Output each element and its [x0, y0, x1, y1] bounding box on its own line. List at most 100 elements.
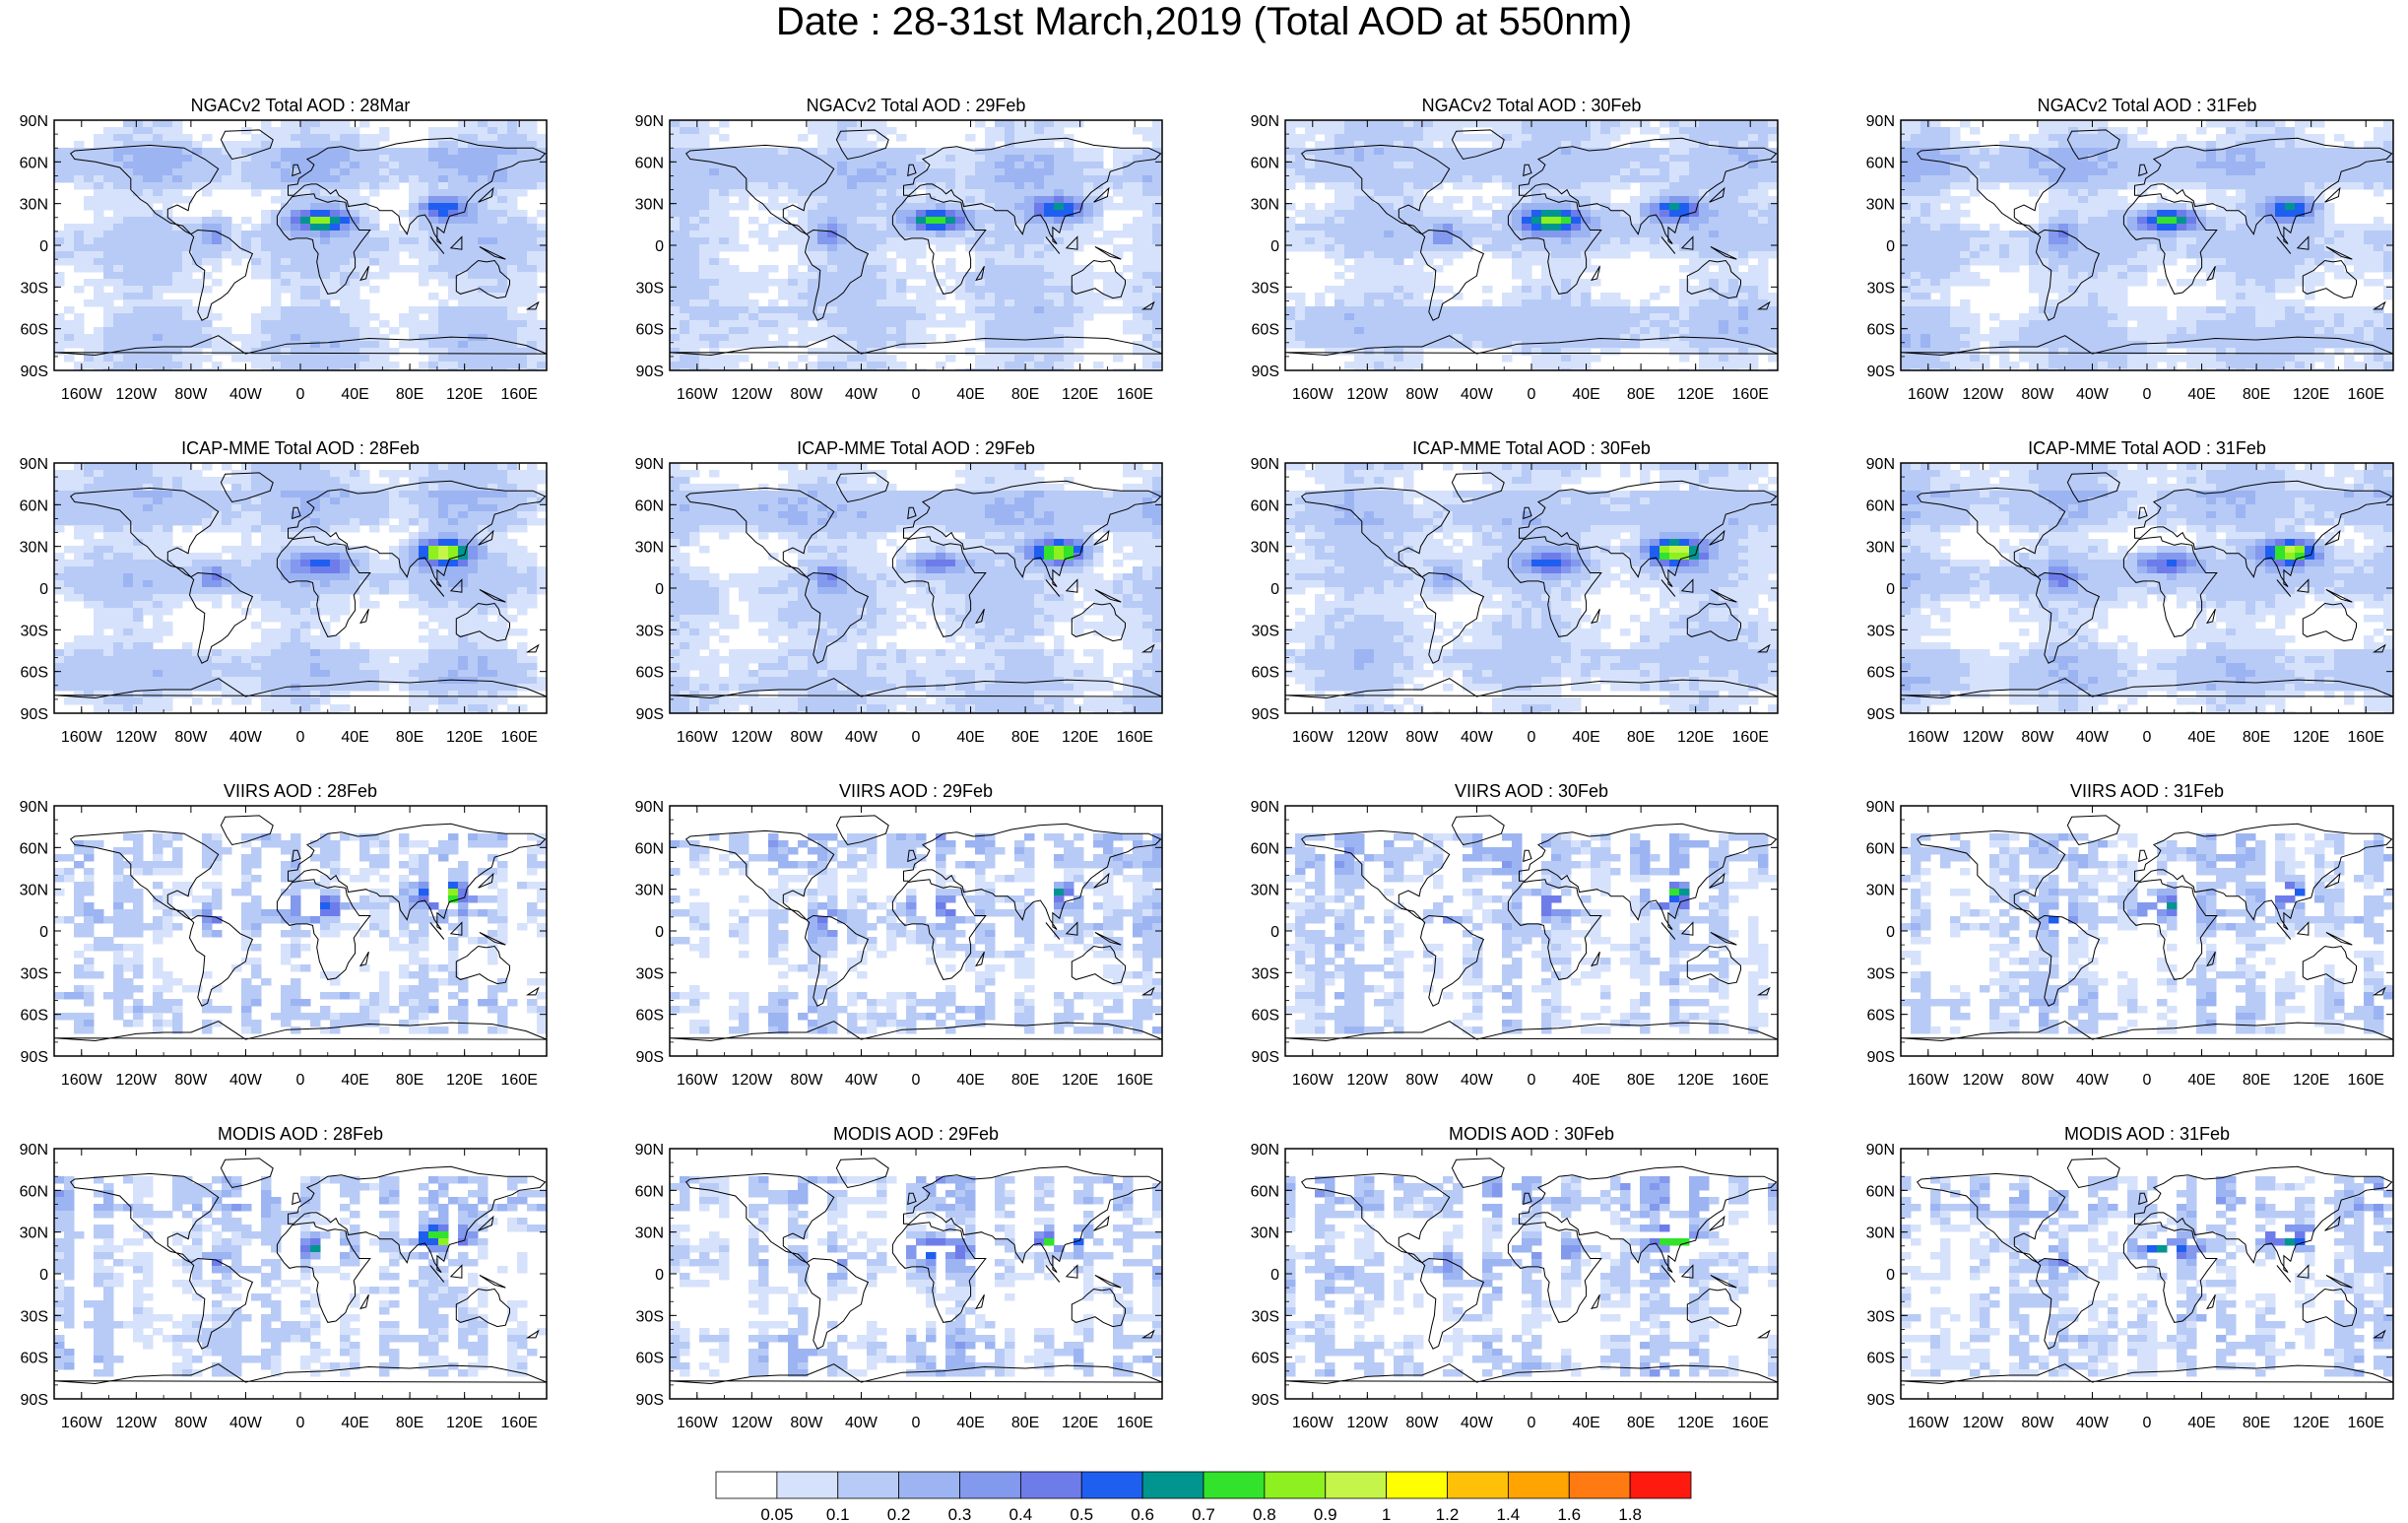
colorbar-swatch: [1325, 1471, 1388, 1499]
y-tick-label: 30S: [21, 1308, 48, 1325]
aod-field: [1285, 463, 1778, 713]
y-tick-label: 60S: [21, 1351, 48, 1367]
x-tick-label: 40E: [1572, 386, 1599, 403]
y-tick-label: 60N: [1866, 840, 1895, 857]
x-tick-label: 0: [912, 1415, 921, 1431]
x-tick-label: 0: [2143, 729, 2152, 746]
y-tick-label: 60N: [1251, 155, 1279, 171]
x-tick-label: 120E: [1062, 729, 1098, 746]
y-tick-label: 60N: [20, 1183, 48, 1200]
page-title: Date : 28-31st March,2019 (Total AOD at …: [775, 0, 1633, 43]
y-tick-label: 90N: [1251, 799, 1279, 816]
y-tick-label: 60N: [20, 497, 48, 514]
y-tick-label: 0: [1270, 924, 1279, 941]
x-tick-label: 0: [1528, 729, 1536, 746]
x-tick-label: 40E: [341, 386, 368, 403]
map-panel-icap-1: ICAP-MME Total AOD : 28Feb 90N 60N 30N 0 30S 6…: [20, 438, 548, 746]
y-tick-label: 90S: [636, 1392, 664, 1409]
x-tick-label: 0: [912, 1072, 921, 1089]
aod-field: [54, 120, 547, 370]
colorbar-swatch: [1264, 1471, 1327, 1499]
y-tick-label: 90S: [1867, 1049, 1895, 1066]
map-panel-viirs-3: VIIRS AOD : 30Feb 90N 60N 30N 0 30S 60S 90S 160W…: [1251, 781, 1779, 1089]
panel-title: NGACv2 Total AOD : 30Feb: [1422, 96, 1642, 115]
y-tick-label: 60S: [1252, 322, 1279, 339]
map-panel-ngac-3: NGACv2 Total AOD : 30Feb 90N 60N 30N 0 30S 60S…: [1251, 96, 1779, 403]
y-tick-label: 90S: [1252, 364, 1279, 380]
x-tick-label: 160E: [501, 1072, 538, 1089]
y-tick-label: 0: [655, 1267, 664, 1284]
x-tick-label: 40E: [1572, 1072, 1599, 1089]
x-tick-label: 0: [296, 1072, 305, 1089]
x-tick-label: 160W: [1908, 1072, 1950, 1089]
x-tick-label: 80E: [1011, 386, 1039, 403]
y-tick-label: 60S: [1252, 665, 1279, 682]
panel-title: VIIRS AOD : 29Feb: [839, 781, 993, 801]
y-tick-label: 90S: [1867, 706, 1895, 723]
y-tick-label: 60S: [21, 322, 48, 339]
y-tick-label: 60N: [1251, 840, 1279, 857]
panel-title: NGACv2 Total AOD : 29Feb: [807, 96, 1026, 115]
x-tick-label: 40W: [2076, 386, 2110, 403]
y-tick-label: 90S: [1252, 1392, 1279, 1409]
x-tick-label: 160E: [1117, 386, 1153, 403]
x-tick-label: 160W: [1908, 386, 1950, 403]
x-tick-label: 120W: [1962, 729, 2004, 746]
x-tick-label: 120E: [446, 1072, 483, 1089]
x-tick-label: 40E: [1572, 1415, 1599, 1431]
coastlines: [1901, 1158, 2393, 1385]
y-tick-label: 30N: [635, 197, 664, 214]
x-tick-label: 40E: [956, 386, 984, 403]
y-tick-label: 90S: [1252, 1049, 1279, 1066]
colorbar-label: 0.4: [1009, 1505, 1033, 1523]
panel-title: ICAP-MME Total AOD : 29Feb: [797, 438, 1035, 458]
x-tick-label: 160E: [2348, 1415, 2384, 1431]
x-tick-label: 80E: [1011, 1415, 1039, 1431]
x-tick-label: 0: [1528, 1415, 1536, 1431]
x-tick-label: 40E: [1572, 729, 1599, 746]
x-tick-label: 160W: [1908, 729, 1950, 746]
aod-field: [54, 463, 547, 713]
aod-field: [1285, 1158, 1778, 1385]
x-tick-label: 120E: [2293, 729, 2329, 746]
x-tick-label: 40E: [956, 1415, 984, 1431]
coastlines: [1285, 815, 1778, 1042]
coastlines: [1901, 472, 2393, 699]
x-tick-label: 80W: [1405, 729, 1439, 746]
y-tick-label: 30N: [635, 883, 664, 899]
y-tick-label: 30N: [1251, 883, 1279, 899]
y-tick-label: 30N: [20, 540, 48, 557]
x-tick-label: 80E: [1627, 1415, 1655, 1431]
x-tick-label: 120W: [1962, 1415, 2004, 1431]
x-tick-label: 40W: [845, 1072, 879, 1089]
colorbar-label: 0.5: [1070, 1505, 1093, 1523]
y-tick-label: 0: [39, 1267, 48, 1284]
x-tick-label: 120W: [1962, 386, 2004, 403]
x-tick-label: 80W: [2021, 386, 2054, 403]
panel-title: MODIS AOD : 30Feb: [1449, 1124, 1614, 1144]
x-tick-label: 160E: [2348, 386, 2384, 403]
y-tick-label: 0: [655, 238, 664, 255]
x-tick-label: 40W: [845, 729, 879, 746]
y-tick-label: 90N: [635, 1142, 664, 1159]
y-tick-label: 60N: [1866, 155, 1895, 171]
x-tick-label: 40W: [845, 386, 879, 403]
x-tick-label: 120W: [1962, 1072, 2004, 1089]
coastlines: [54, 472, 547, 699]
y-tick-label: 60N: [1866, 1183, 1895, 1200]
aod-field: [54, 1158, 547, 1385]
x-tick-label: 80W: [2021, 1415, 2054, 1431]
y-tick-label: 30S: [1867, 623, 1895, 639]
y-tick-label: 30N: [635, 540, 664, 557]
y-tick-label: 30N: [20, 197, 48, 214]
y-tick-label: 90N: [1251, 113, 1279, 130]
x-tick-label: 120W: [1346, 386, 1389, 403]
colorbar-label: 0.7: [1192, 1505, 1215, 1523]
colorbar-swatch: [837, 1471, 900, 1499]
map-panel-ngac-2: NGACv2 Total AOD : 29Feb 90N 60N 30N 0 30S 60S…: [635, 96, 1163, 403]
panel-title: VIIRS AOD : 30Feb: [1455, 781, 1608, 801]
x-tick-label: 120W: [115, 386, 158, 403]
y-tick-label: 60S: [21, 1008, 48, 1025]
aod-field: [1285, 815, 1778, 1042]
